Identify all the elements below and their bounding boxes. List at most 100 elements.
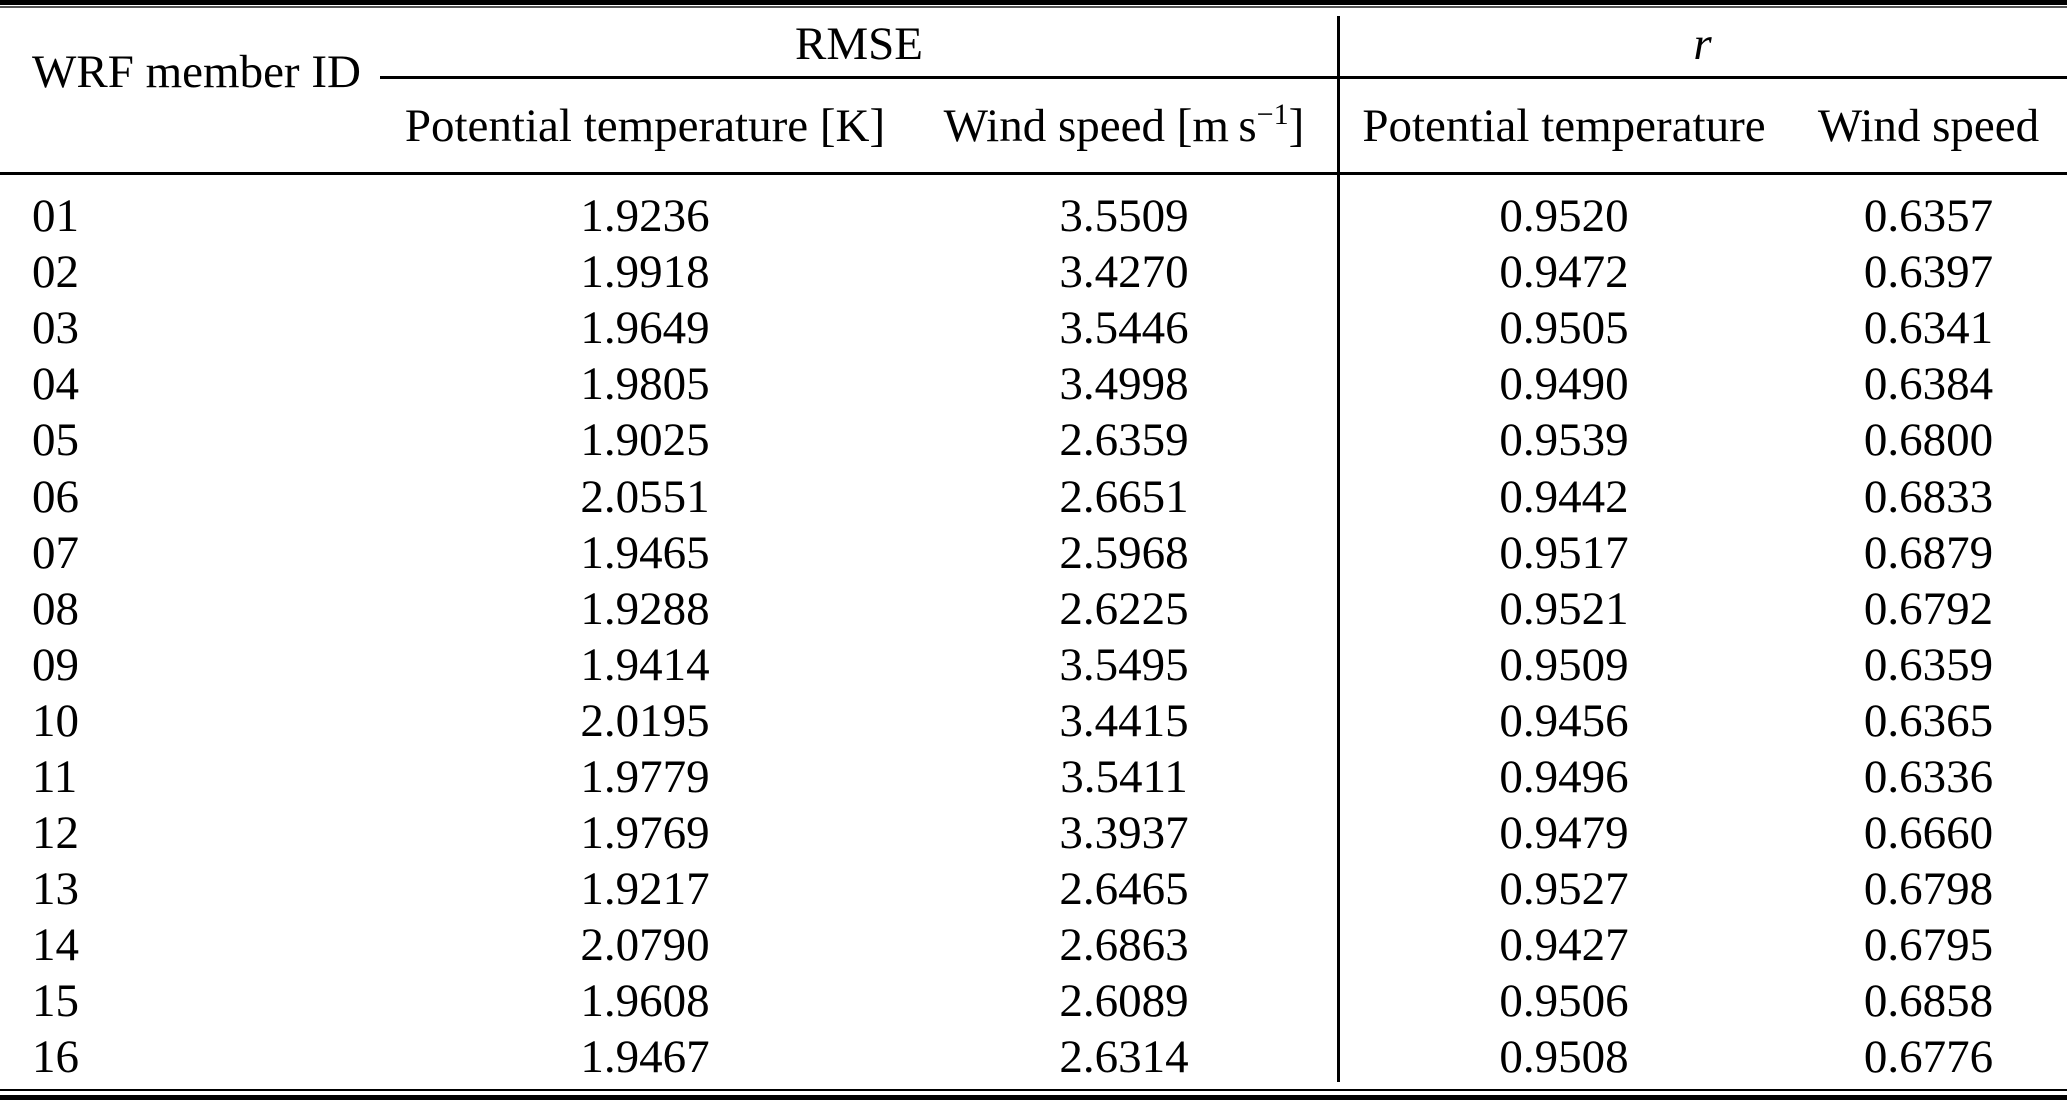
cell-r-wind-speed: 0.6336 <box>1863 750 1994 803</box>
cell-rmse-wind-speed: 2.6863 <box>1059 919 1189 972</box>
header-r-wind-speed: Wind speed <box>1817 99 2040 152</box>
header-group-r: r <box>1693 18 1712 70</box>
cell-member-id: 13 <box>32 863 79 916</box>
table-row: 11 1.9779 3.5411 0.9496 0.6336 <box>0 749 2067 805</box>
cell-rmse-wind-speed: 2.6314 <box>1059 1031 1189 1084</box>
header-r-potential-temperature: Potential temperature <box>1362 99 1766 152</box>
cell-r-potential-temperature: 0.9520 <box>1499 190 1629 243</box>
cell-r-wind-speed: 0.6660 <box>1863 807 1994 860</box>
table-body: 01 1.9236 3.5509 0.9520 0.6357 02 1.9918… <box>0 175 2067 1086</box>
cell-member-id: 06 <box>32 470 79 523</box>
cell-rmse-wind-speed: 3.3937 <box>1059 807 1189 860</box>
cell-r-potential-temperature: 0.9527 <box>1499 863 1629 916</box>
cell-rmse-potential-temperature: 1.9779 <box>580 750 710 803</box>
group-header-row: RMSE r <box>0 12 2067 76</box>
cell-r-wind-speed: 0.6341 <box>1863 302 1994 355</box>
cell-r-wind-speed: 0.6359 <box>1863 638 1994 691</box>
cell-rmse-wind-speed: 2.6225 <box>1059 582 1189 635</box>
cell-member-id: 11 <box>32 750 78 803</box>
header-group-rmse: RMSE <box>795 18 923 70</box>
cell-rmse-potential-temperature: 2.0790 <box>580 919 710 972</box>
wind-speed-unit-suffix: ] <box>1288 99 1305 152</box>
cell-member-id: 08 <box>32 582 79 635</box>
table-row: 12 1.9769 3.3937 0.9479 0.6660 <box>0 805 2067 861</box>
cell-rmse-potential-temperature: 1.9025 <box>580 414 710 467</box>
cell-rmse-wind-speed: 2.6465 <box>1059 863 1189 916</box>
table-header: WRF member ID RMSE r Potential temperatu… <box>0 8 2067 173</box>
cell-member-id: 12 <box>32 807 79 860</box>
header-body-rule <box>0 172 2067 175</box>
cell-rmse-wind-speed: 3.5411 <box>1060 750 1188 803</box>
table-row: 03 1.9649 3.5446 0.9505 0.6341 <box>0 300 2067 356</box>
cell-r-wind-speed: 0.6800 <box>1863 414 1994 467</box>
table-row: 07 1.9465 2.5968 0.9517 0.6879 <box>0 525 2067 581</box>
cell-rmse-potential-temperature: 1.9217 <box>580 863 710 916</box>
cell-r-potential-temperature: 0.9505 <box>1499 302 1629 355</box>
cell-r-wind-speed: 0.6879 <box>1863 526 1994 579</box>
cell-member-id: 16 <box>32 1031 79 1084</box>
header-rmse-wind-speed: Wind speed [m s−1] <box>910 96 1338 153</box>
cell-member-id: 04 <box>32 358 79 411</box>
cell-r-wind-speed: 0.6357 <box>1863 190 1994 243</box>
cell-r-potential-temperature: 0.9508 <box>1499 1031 1629 1084</box>
cell-r-wind-speed: 0.6798 <box>1863 863 1994 916</box>
table-row: 04 1.9805 3.4998 0.9490 0.6384 <box>0 356 2067 412</box>
cell-r-wind-speed: 0.6384 <box>1863 358 1994 411</box>
group-header-underline-rule <box>380 76 2067 79</box>
cell-r-potential-temperature: 0.9490 <box>1499 358 1629 411</box>
top-rule-thick <box>0 0 2067 5</box>
cell-rmse-wind-speed: 2.6359 <box>1059 414 1189 467</box>
table-row: 15 1.9608 2.6089 0.9506 0.6858 <box>0 973 2067 1029</box>
cell-member-id: 05 <box>32 414 79 467</box>
cell-r-wind-speed: 0.6833 <box>1863 470 1994 523</box>
cell-member-id: 10 <box>32 694 79 747</box>
wind-speed-unit-exponent: −1 <box>1256 96 1289 131</box>
table-row: 10 2.0195 3.4415 0.9456 0.6365 <box>0 693 2067 749</box>
wind-speed-unit-prefix: Wind speed [m s <box>943 99 1257 152</box>
cell-member-id: 02 <box>32 246 79 299</box>
cell-rmse-potential-temperature: 2.0551 <box>580 470 710 523</box>
cell-r-potential-temperature: 0.9427 <box>1499 919 1629 972</box>
cell-member-id: 14 <box>32 919 79 972</box>
cell-r-wind-speed: 0.6397 <box>1863 246 1994 299</box>
cell-rmse-wind-speed: 2.6651 <box>1059 470 1189 523</box>
cell-rmse-wind-speed: 3.4270 <box>1059 246 1189 299</box>
header-rmse-potential-temperature: Potential temperature [K] <box>404 99 886 152</box>
cell-rmse-wind-speed: 2.5968 <box>1059 526 1189 579</box>
cell-rmse-wind-speed: 3.5495 <box>1059 638 1189 691</box>
cell-r-wind-speed: 0.6365 <box>1863 694 1994 747</box>
cell-r-wind-speed: 0.6858 <box>1863 975 1994 1028</box>
cell-rmse-potential-temperature: 1.9918 <box>580 246 710 299</box>
cell-rmse-wind-speed: 3.5509 <box>1059 190 1189 243</box>
sub-header-row: Potential temperature [K] Wind speed [m … <box>0 78 2067 173</box>
cell-rmse-potential-temperature: 1.9467 <box>580 1031 710 1084</box>
cell-r-potential-temperature: 0.9442 <box>1499 470 1629 523</box>
cell-rmse-wind-speed: 2.6089 <box>1059 975 1189 1028</box>
table-row: 06 2.0551 2.6651 0.9442 0.6833 <box>0 468 2067 524</box>
table-row: 13 1.9217 2.6465 0.9527 0.6798 <box>0 861 2067 917</box>
table-row: 08 1.9288 2.6225 0.9521 0.6792 <box>0 581 2067 637</box>
cell-member-id: 07 <box>32 526 79 579</box>
table-row: 16 1.9467 2.6314 0.9508 0.6776 <box>0 1029 2067 1085</box>
rmse-r-column-divider <box>1337 16 1340 1082</box>
cell-r-wind-speed: 0.6792 <box>1863 582 1994 635</box>
cell-member-id: 15 <box>32 975 79 1028</box>
table-row: 05 1.9025 2.6359 0.9539 0.6800 <box>0 412 2067 468</box>
table-row: 09 1.9414 3.5495 0.9509 0.6359 <box>0 637 2067 693</box>
cell-r-potential-temperature: 0.9517 <box>1499 526 1629 579</box>
cell-r-potential-temperature: 0.9479 <box>1499 807 1629 860</box>
cell-member-id: 03 <box>32 302 79 355</box>
cell-rmse-potential-temperature: 1.9288 <box>580 582 710 635</box>
header-wrf-member-id: WRF member ID <box>32 46 361 98</box>
cell-r-potential-temperature: 0.9496 <box>1499 750 1629 803</box>
cell-rmse-wind-speed: 3.4998 <box>1059 358 1189 411</box>
cell-r-potential-temperature: 0.9521 <box>1499 582 1629 635</box>
cell-rmse-potential-temperature: 1.9414 <box>580 638 710 691</box>
cell-r-wind-speed: 0.6795 <box>1863 919 1994 972</box>
cell-rmse-potential-temperature: 1.9649 <box>580 302 710 355</box>
table-row: 02 1.9918 3.4270 0.9472 0.6397 <box>0 244 2067 300</box>
bottom-rule-thin <box>0 1089 2067 1091</box>
bottom-rule-thick <box>0 1095 2067 1100</box>
cell-rmse-wind-speed: 3.4415 <box>1059 694 1189 747</box>
